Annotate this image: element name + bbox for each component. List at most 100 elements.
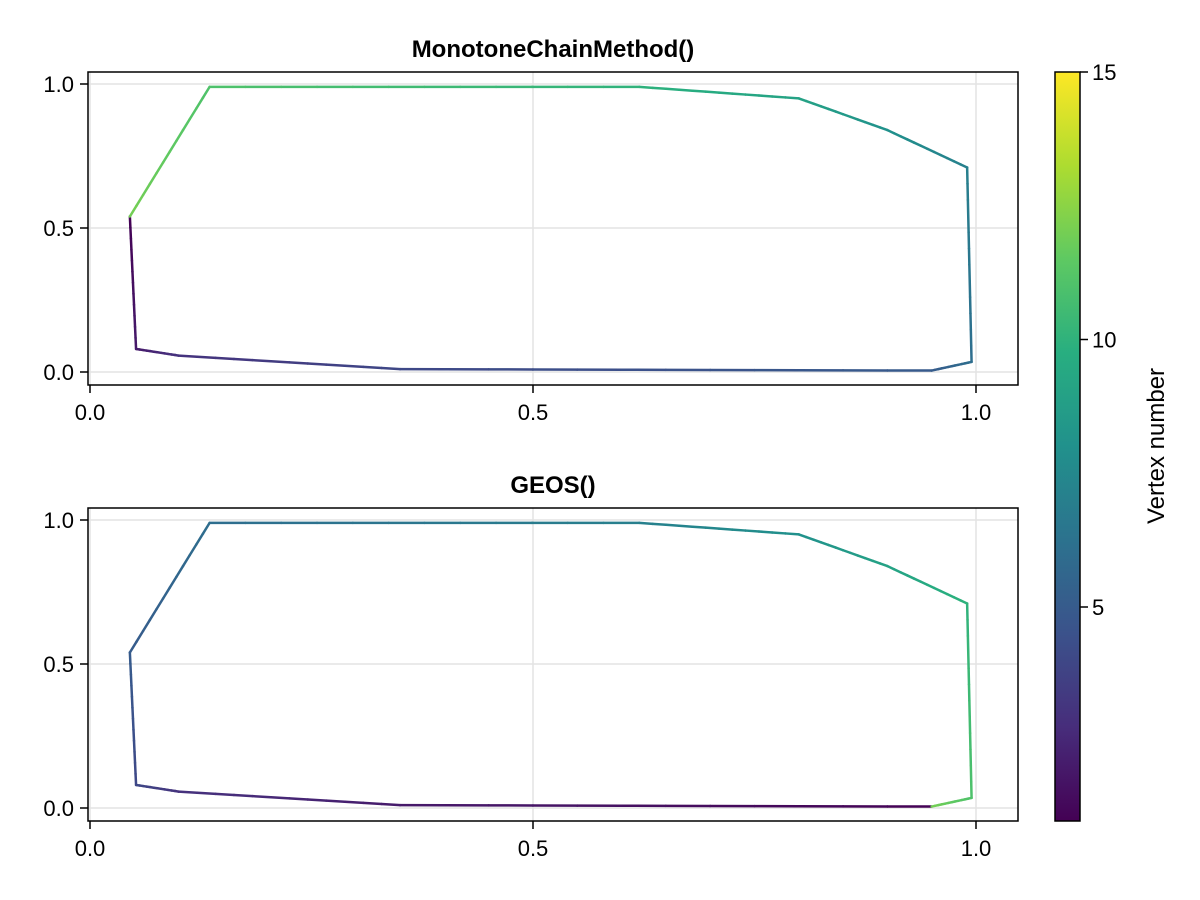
edge-segment — [827, 107, 837, 113]
edge-segment — [664, 523, 681, 528]
edge-segment — [731, 92, 747, 96]
edge-segment — [128, 215, 132, 229]
edge-segment — [864, 120, 874, 127]
edge-segment — [155, 597, 165, 611]
x-tick-label: 1.0 — [961, 400, 992, 425]
edge-segment — [155, 161, 165, 175]
colorbar-ticks: 5 10 15 — [1080, 60, 1116, 620]
panel-title: MonotoneChainMethod() — [412, 36, 695, 63]
y-tick-label: 0.5 — [43, 216, 74, 241]
grid-lines — [88, 72, 1018, 385]
edge-segment — [131, 281, 135, 296]
y-tick-label: 0.0 — [43, 796, 74, 821]
edge-segment — [161, 150, 171, 164]
edge-segment — [849, 551, 860, 557]
edge-segment — [757, 94, 774, 98]
edge-segment — [804, 99, 815, 105]
edge-segment — [133, 314, 137, 329]
edge-segment — [744, 93, 761, 97]
y-tick-label: 0.5 — [43, 652, 74, 677]
edge-segment — [131, 706, 135, 720]
y-tick-label: 1.0 — [43, 508, 74, 533]
edge-segment — [161, 586, 171, 600]
edge-segment — [819, 105, 830, 111]
edge-segment — [380, 802, 402, 807]
edge-segment — [731, 528, 747, 532]
edge-segment — [195, 532, 205, 546]
edge-segment — [834, 110, 845, 116]
edge-segment — [129, 662, 133, 676]
x-tick-label: 1.0 — [961, 836, 992, 861]
x-tick-label: 0.5 — [518, 400, 549, 425]
edge-segment — [177, 354, 199, 358]
edge-segment — [288, 797, 310, 801]
x-tick-label: 0.5 — [518, 836, 549, 861]
edge-segment — [130, 259, 134, 273]
edge-segment — [177, 790, 199, 794]
edge-segment — [361, 365, 383, 370]
edge-segment — [131, 270, 135, 284]
y-axis-ticks: 0.0 0.5 1.0 — [43, 72, 88, 385]
edge-segment — [141, 618, 152, 633]
edge-segment — [871, 123, 882, 129]
edge-segment — [691, 525, 708, 529]
edge-segment — [135, 629, 145, 643]
edge-segment — [677, 524, 694, 528]
colorbar-tick-label: 10 — [1092, 328, 1116, 353]
edge-segment — [128, 640, 138, 654]
x-tick-label: 0.0 — [75, 836, 106, 861]
edge-segment — [651, 86, 668, 91]
edge-segment — [232, 357, 254, 362]
edge-segment — [132, 728, 136, 743]
edge-segment — [269, 359, 291, 364]
edge-segment — [251, 358, 273, 363]
edge-segment — [770, 531, 787, 535]
edge-segment — [188, 107, 198, 121]
edge-segment — [251, 794, 273, 799]
edge-segment — [841, 548, 852, 555]
edge-segment — [175, 564, 185, 579]
edge-segment — [856, 118, 867, 124]
edge-segment — [168, 139, 178, 153]
edge-segment — [195, 96, 205, 110]
panel-monotone-chain: MonotoneChainMethod() 0.0 0.5 1.0 0.0 0.5 1.… — [43, 36, 1019, 425]
edge-segment — [128, 651, 132, 665]
edge-segment — [128, 204, 138, 218]
grid-lines — [88, 508, 1018, 821]
edge-segment — [129, 226, 133, 240]
edge-segment — [691, 89, 708, 93]
colorbar-gradient — [1054, 71, 1081, 822]
edge-segment — [849, 115, 860, 121]
edge-segment — [677, 88, 694, 92]
edge-segment — [717, 527, 734, 531]
edge-segment — [770, 95, 787, 99]
polygon-path — [128, 521, 973, 808]
colorbar: 5 10 15 Vertex number — [1054, 60, 1170, 822]
edge-segment — [361, 801, 383, 806]
edge-segment — [130, 695, 134, 709]
edge-segment — [133, 761, 137, 776]
x-axis-ticks: 0.0 0.5 1.0 — [75, 385, 992, 425]
edge-segment — [148, 608, 158, 622]
edge-segment — [812, 102, 823, 108]
colorbar-tick-label: 15 — [1092, 60, 1116, 85]
edge-segment — [201, 85, 211, 99]
edge-segment — [812, 538, 823, 544]
edge-segment — [343, 364, 365, 369]
colorbar-label: Vertex number — [1143, 368, 1170, 524]
edge-segment — [744, 529, 761, 533]
edge-segment — [175, 128, 185, 143]
edge-segment — [134, 772, 138, 787]
panel-geos: GEOS() 0.0 0.5 1.0 0.0 0.5 1.0 — [43, 472, 1019, 861]
edge-segment — [129, 673, 133, 687]
edge-segment — [148, 172, 158, 186]
edge-segment — [325, 363, 346, 367]
edge-segment — [864, 556, 874, 563]
edge-segment — [664, 87, 681, 92]
edge-segment — [638, 521, 654, 526]
edge-segment — [784, 532, 801, 536]
edge-segment — [132, 739, 136, 754]
edge-segment — [134, 336, 138, 351]
edge-segment — [827, 543, 837, 549]
edge-segment — [797, 533, 808, 539]
